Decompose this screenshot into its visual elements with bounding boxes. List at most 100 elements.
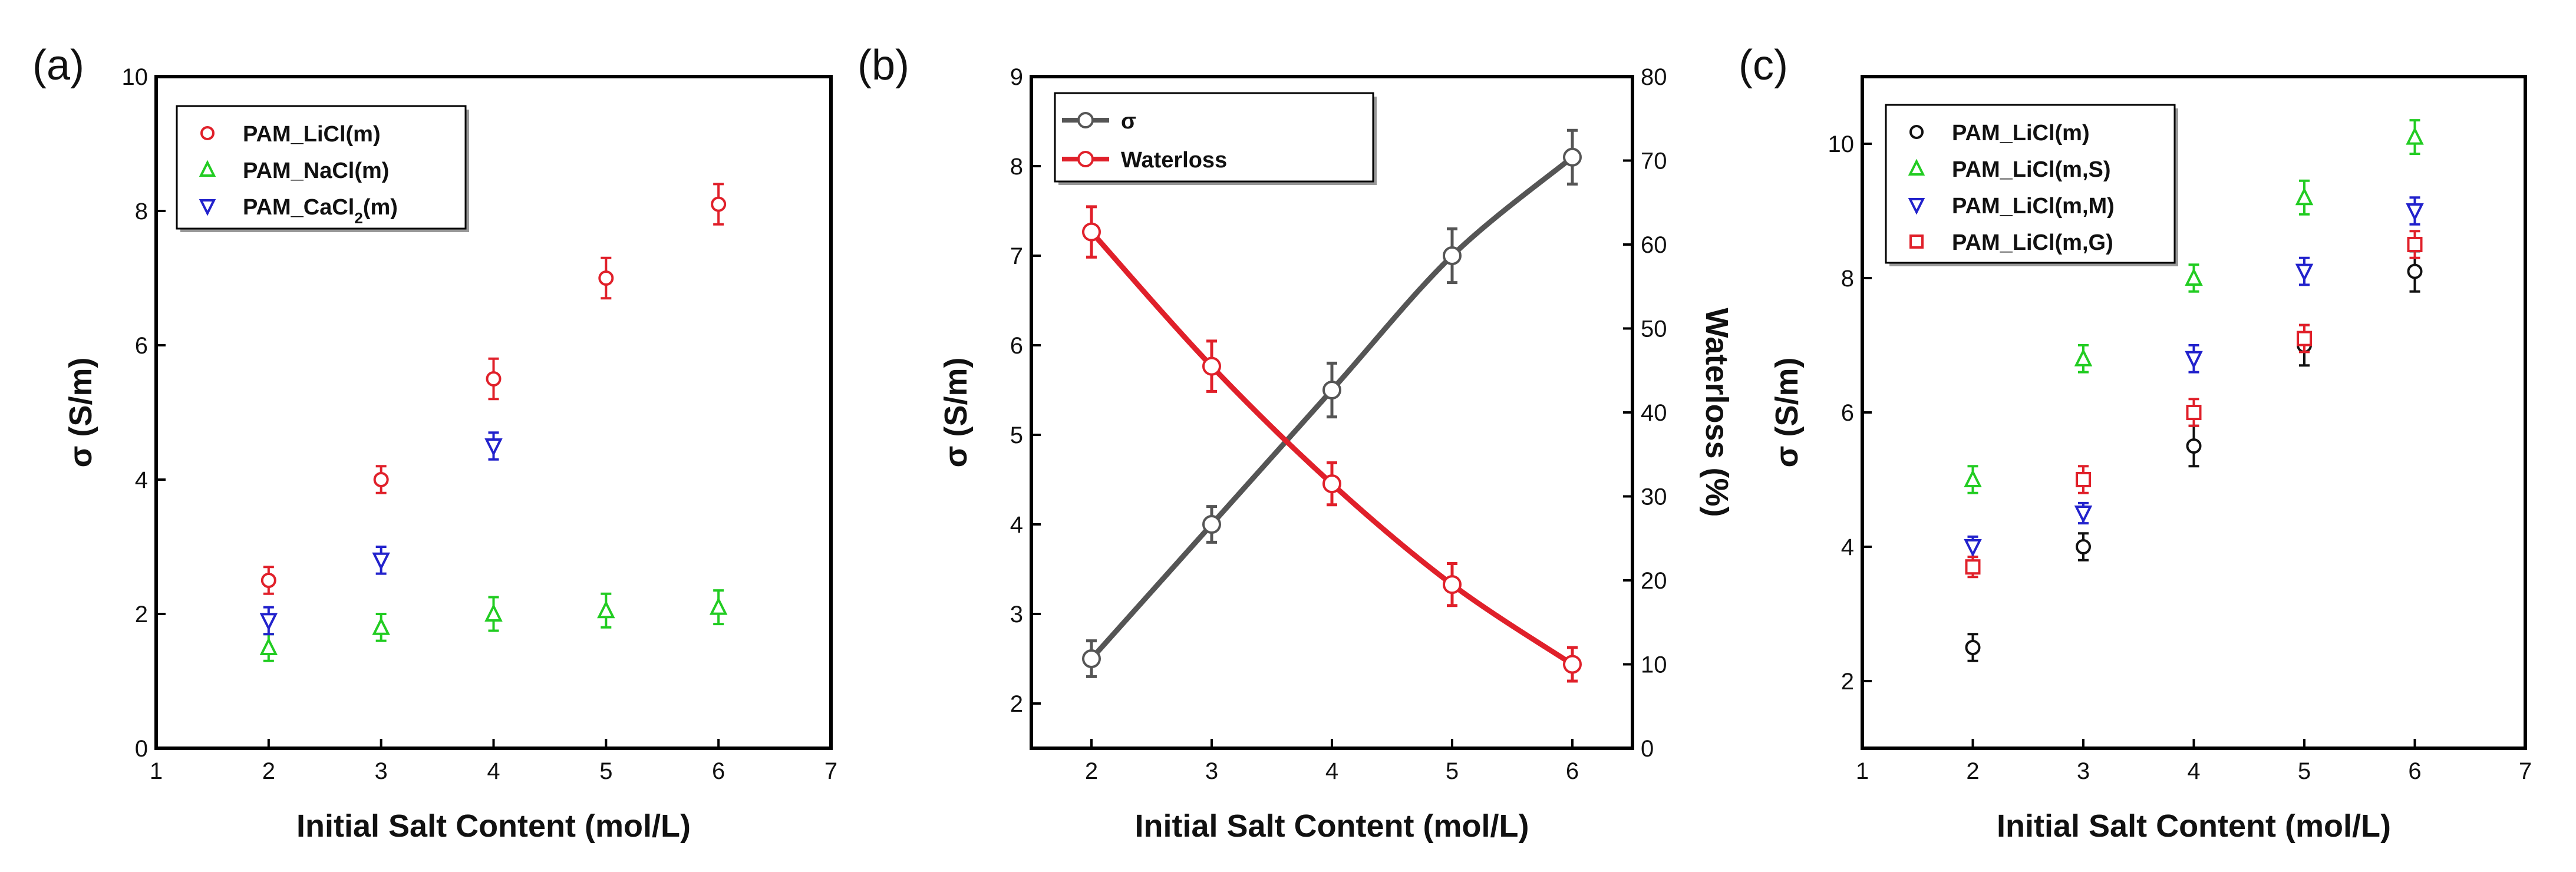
data-point bbox=[2295, 187, 2314, 206]
legend-marker bbox=[1909, 125, 1924, 139]
x-axis-title: Initial Salt Content (mol/L) bbox=[296, 808, 691, 844]
data-point bbox=[2076, 539, 2091, 554]
data-point bbox=[1202, 515, 1221, 534]
x-axis-title: Initial Salt Content (mol/L) bbox=[1135, 808, 1529, 844]
data-point bbox=[2074, 506, 2093, 524]
plot-frame bbox=[1030, 75, 1634, 750]
data-point bbox=[2185, 267, 2203, 286]
plot-frame bbox=[154, 75, 833, 750]
panel-a: (a) 1 2 3 4 5 6 7 0 2 4 6 8 10 Initial Salt Content (m… bbox=[32, 42, 837, 844]
y2-tick-label: 20 bbox=[1641, 568, 1667, 594]
y-tick-label: 8 bbox=[1841, 266, 1854, 292]
panel-label: (b) bbox=[857, 42, 909, 89]
legend-marker bbox=[1908, 158, 1925, 176]
x-axis-title: Initial Salt Content (mol/L) bbox=[1997, 808, 2391, 844]
legend-label: PAM_LiCl(m,M) bbox=[1952, 194, 2115, 219]
y2-tick-label: 50 bbox=[1641, 316, 1667, 342]
y-tick-label: 10 bbox=[122, 64, 149, 90]
x-tick-label: 6 bbox=[1566, 758, 1579, 784]
data-point bbox=[2074, 348, 2093, 366]
legend-label: Waterloss bbox=[1121, 148, 1227, 173]
series-PAM_LiCl(m,M) bbox=[1964, 196, 2424, 559]
x-tick-label: 2 bbox=[1966, 758, 1979, 784]
y-tick-label: 3 bbox=[1010, 602, 1023, 627]
data-point bbox=[598, 270, 614, 286]
y-tick-label: 7 bbox=[1010, 243, 1023, 269]
x-tick-label: 3 bbox=[2077, 758, 2090, 784]
data-point bbox=[711, 196, 727, 212]
data-point bbox=[1443, 575, 1462, 594]
y-tick-label: 9 bbox=[1010, 64, 1023, 90]
legend-marker bbox=[199, 160, 216, 177]
data-point bbox=[486, 371, 502, 387]
series-PAM_CaCl2(m) bbox=[259, 431, 503, 636]
x-tick-label: 5 bbox=[1446, 758, 1459, 784]
data-point bbox=[2297, 331, 2312, 346]
legend-label: PAM_NaCl(m) bbox=[243, 158, 389, 183]
y-tick-label: 0 bbox=[135, 736, 148, 762]
series-PAM_LiCl(m,S) bbox=[1964, 119, 2424, 494]
x-tick-label: 4 bbox=[1325, 758, 1338, 784]
y-tick-label: 6 bbox=[1010, 333, 1023, 359]
data-point bbox=[484, 603, 503, 622]
y-tick-label: 2 bbox=[1841, 669, 1854, 695]
y2-tick-label: 40 bbox=[1641, 400, 1667, 426]
legend-label: PAM_LiCl(m,G) bbox=[1952, 230, 2113, 255]
legend-marker bbox=[200, 126, 215, 140]
series-PAM_LiCl(m) bbox=[260, 183, 727, 595]
y-tick-label: 2 bbox=[135, 602, 148, 627]
x-tick-label: 4 bbox=[2187, 758, 2200, 784]
panel-b: (b) 2 3 4 5 6 2 3 4 5 6 7 8 9 0 10 20 30 40 50 60 70 80 Initial… bbox=[857, 42, 1734, 844]
y-tick-label: 8 bbox=[1010, 154, 1023, 180]
legend: PAM_LiCl(m)PAM_NaCl(m)PAM_CaCl2(m) bbox=[176, 105, 469, 232]
x-tick-label: 1 bbox=[150, 758, 163, 784]
legend-label: PAM_LiCl(m) bbox=[243, 122, 381, 147]
x-tick-label: 7 bbox=[824, 758, 837, 784]
data-point bbox=[260, 573, 276, 588]
data-point bbox=[2407, 263, 2423, 279]
y2-axis-title: Waterloss (%) bbox=[1699, 308, 1734, 517]
data-point bbox=[2406, 127, 2424, 145]
legend-marker bbox=[1908, 198, 1925, 215]
legend-label: σ bbox=[1121, 109, 1136, 134]
y2-tick-label: 30 bbox=[1641, 484, 1667, 510]
data-point bbox=[2185, 351, 2203, 369]
panel-label: (c) bbox=[1739, 42, 1788, 89]
series-σ bbox=[1082, 128, 1582, 678]
data-point bbox=[1964, 539, 1982, 557]
y-axis-title: σ (S/m) bbox=[1769, 358, 1805, 468]
legend: σ Waterloss bbox=[1054, 92, 1377, 185]
series-PAM_LiCl(m) bbox=[1965, 250, 2423, 662]
data-point bbox=[2186, 438, 2202, 454]
y2-tick-label: 0 bbox=[1641, 736, 1654, 762]
data-point bbox=[2406, 203, 2424, 222]
x-tick-label: 7 bbox=[2519, 758, 2532, 784]
series-PAM_NaCl(m) bbox=[259, 589, 728, 662]
data-point bbox=[1322, 381, 1341, 399]
data-point bbox=[2186, 405, 2202, 420]
x-tick-label: 4 bbox=[487, 758, 500, 784]
series-line bbox=[1089, 229, 1575, 667]
x-tick-label: 5 bbox=[599, 758, 612, 784]
series-Waterloss bbox=[1082, 205, 1582, 683]
y-tick-label: 2 bbox=[1010, 691, 1023, 717]
x-tick-label: 6 bbox=[712, 758, 725, 784]
y-tick-label: 4 bbox=[1841, 534, 1854, 560]
data-point bbox=[1563, 655, 1582, 674]
data-point bbox=[2407, 237, 2423, 252]
data-point bbox=[1082, 222, 1101, 242]
plot-frame bbox=[1861, 75, 2527, 750]
x-tick-label: 2 bbox=[262, 758, 275, 784]
y-axis-title: σ (S/m) bbox=[938, 358, 974, 468]
y-tick-label: 4 bbox=[135, 467, 148, 493]
panel-label: (a) bbox=[32, 42, 84, 89]
data-point bbox=[259, 637, 278, 655]
x-tick-label: 6 bbox=[2408, 758, 2421, 784]
y-tick-label: 6 bbox=[135, 333, 148, 359]
y-tick-label: 8 bbox=[135, 199, 148, 224]
y-tick-label: 6 bbox=[1841, 400, 1854, 426]
x-tick-label: 5 bbox=[2298, 758, 2311, 784]
y2-tick-label: 70 bbox=[1641, 148, 1667, 174]
legend-marker bbox=[1909, 234, 1924, 249]
x-tick-label: 1 bbox=[1856, 758, 1869, 784]
